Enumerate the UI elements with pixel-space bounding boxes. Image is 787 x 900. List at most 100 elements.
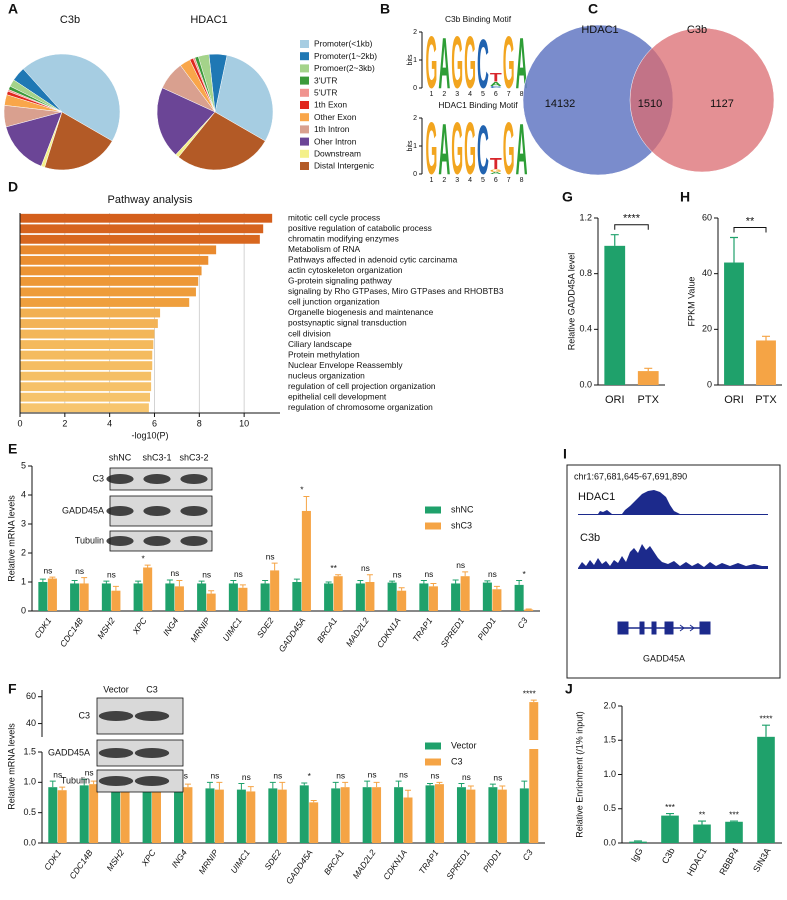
significance-label: ns <box>456 560 465 570</box>
x-tick-label: CDC14B <box>67 847 95 880</box>
category-label: Metabolism of RNA <box>288 244 361 254</box>
panel-label: G <box>562 189 573 205</box>
motif-letter: C <box>477 25 489 103</box>
bar <box>89 784 99 843</box>
error-bar <box>238 783 245 790</box>
error-bar <box>332 781 339 789</box>
motif-title: HDAC1 Binding Motif <box>438 100 518 110</box>
bar <box>299 785 309 843</box>
motif-letter: A <box>516 25 528 105</box>
venn-count: 1127 <box>710 98 734 110</box>
y-tick-label: 60 <box>702 212 712 222</box>
x-tick-label: 8 <box>197 418 202 428</box>
axis-frame <box>19 213 280 414</box>
error-bar <box>458 783 465 788</box>
bar <box>372 787 382 843</box>
legend-label: Other Exon <box>314 112 357 122</box>
bar <box>20 266 202 276</box>
significance-label: ** <box>330 563 337 573</box>
bar <box>301 510 311 611</box>
panel-label: C <box>588 1 598 17</box>
bar <box>277 789 287 843</box>
category-label: nucleus organization <box>288 370 365 380</box>
significance-label: ns <box>179 771 188 781</box>
panel-label: J <box>565 681 573 697</box>
bar <box>397 590 407 611</box>
x-tick-label: 8 <box>520 177 524 184</box>
x-tick-label: PTX <box>755 394 777 406</box>
y-tick-label: 1 <box>413 57 417 64</box>
x-tick-label: 3 <box>455 177 459 184</box>
category-label: signaling by Rho GTPases, Miro GTPases a… <box>288 286 504 296</box>
blot-row-label: C3 <box>78 710 90 720</box>
blot-band <box>106 506 134 516</box>
x-tick-label: MRNIP <box>188 615 212 643</box>
panel-label: A <box>8 1 18 17</box>
blot-row-label: GADD45A <box>62 505 104 515</box>
bar <box>514 584 524 611</box>
error-bar <box>262 580 269 584</box>
pie-slice <box>156 87 216 156</box>
bar <box>724 262 744 385</box>
motif-letter: G <box>451 108 463 191</box>
x-tick-label: PTX <box>638 394 660 406</box>
bar <box>324 583 334 611</box>
error-bar <box>521 780 528 789</box>
category-label: Protein methylation <box>288 349 360 359</box>
x-tick-label: UIMC1 <box>228 847 252 875</box>
category-label: positive regulation of catabolic process <box>288 223 432 233</box>
legend-swatch <box>300 76 309 85</box>
x-tick-label: UIMC1 <box>220 615 244 643</box>
bar <box>133 583 143 611</box>
x-tick-label: 7 <box>507 91 511 98</box>
blot-row-label: GADD45A <box>48 747 90 757</box>
error-bar <box>373 781 380 788</box>
x-tick-label: SPRED1 <box>438 615 466 649</box>
blot-band <box>134 776 170 786</box>
x-tick-label: HDAC1 <box>685 846 709 877</box>
y-tick-label: 0.4 <box>579 324 592 334</box>
error-bar <box>364 780 371 788</box>
coverage-track <box>578 544 768 569</box>
bar <box>497 789 507 843</box>
significance-label: **** <box>759 713 773 723</box>
category-label: cell division <box>288 328 331 338</box>
error-bar <box>90 780 97 785</box>
error-bar <box>271 562 278 571</box>
legend-label: 1th Intron <box>314 124 350 134</box>
bar <box>47 578 57 611</box>
x-tick-label: 4 <box>468 91 472 98</box>
x-tick-label: XPC <box>130 615 149 637</box>
x-tick-label: 5 <box>481 91 485 98</box>
error-bar <box>389 580 396 583</box>
x-tick-label: MRNIP <box>196 847 220 875</box>
pie-slice <box>214 54 274 142</box>
y-tick-label: 5 <box>21 460 26 470</box>
blot-band <box>143 506 171 516</box>
legend-swatch <box>425 742 441 750</box>
bar <box>394 787 404 843</box>
x-tick-label: SDE2 <box>255 615 276 639</box>
error-bar <box>342 781 349 788</box>
y-tick-label: 1.0 <box>603 769 616 779</box>
error-bar <box>81 778 88 786</box>
blot-band <box>134 748 170 758</box>
blot-band <box>180 536 208 546</box>
bar <box>756 340 776 385</box>
x-tick-label: 4 <box>468 177 472 184</box>
blot-band <box>180 474 208 484</box>
bar <box>604 245 626 385</box>
x-tick-label: RBBP4 <box>717 846 740 877</box>
y-tick-label: 20 <box>702 324 712 334</box>
bar <box>183 787 193 843</box>
bar <box>20 403 149 413</box>
legend-swatch <box>300 101 309 109</box>
x-tick-label: MAD2L2 <box>344 615 371 648</box>
error-bar <box>112 585 119 591</box>
error-bar <box>144 564 151 568</box>
bar <box>428 586 438 611</box>
bar <box>387 582 397 611</box>
error-bar <box>59 786 66 791</box>
region-label: chr1:67,681,645-67,691,890 <box>574 471 687 481</box>
y-tick-label: 0.8 <box>579 268 592 278</box>
